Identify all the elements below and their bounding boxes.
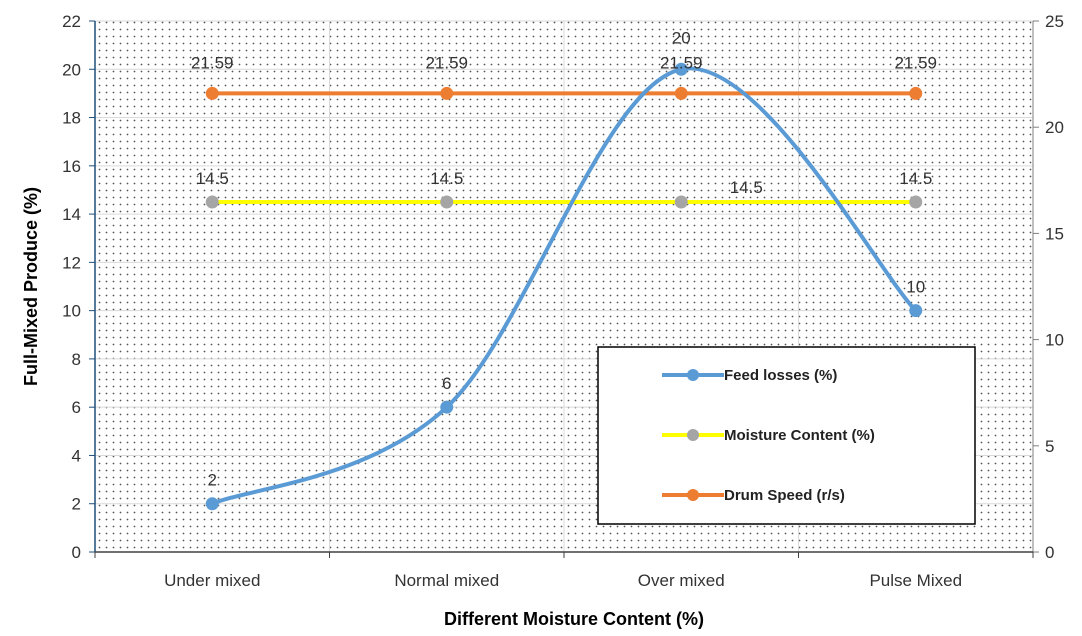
- data-label: 6: [442, 374, 451, 393]
- series-2: [205, 86, 923, 100]
- data-point: [440, 195, 454, 209]
- data-point: [674, 195, 688, 209]
- y-tick-label: 0: [72, 543, 81, 562]
- legend-item: Drum Speed (r/s): [662, 487, 845, 504]
- y-tick-label: 12: [62, 253, 81, 272]
- data-point: [909, 86, 923, 100]
- data-point: [440, 400, 454, 414]
- legend-swatch-marker: [687, 429, 699, 441]
- legend-box: [597, 346, 976, 525]
- series-0: [205, 62, 923, 511]
- data-label: 21.59: [894, 53, 937, 72]
- data-label: 14.5: [899, 169, 932, 188]
- data-point: [909, 304, 923, 318]
- y-tick-label: 20: [62, 60, 81, 79]
- data-label: 21.59: [191, 53, 234, 72]
- y-tick-label: 6: [72, 398, 81, 417]
- y-tick-label: 22: [62, 12, 81, 31]
- series-layer: [205, 62, 923, 511]
- data-label: 10: [906, 278, 925, 297]
- y-tick-label: 16: [62, 157, 81, 176]
- y2-tick-label: 10: [1045, 331, 1064, 350]
- y2-tick-label: 5: [1045, 437, 1054, 456]
- data-point: [440, 86, 454, 100]
- data-label: 14.5: [730, 178, 763, 197]
- legend-label: Feed losses (%): [724, 367, 837, 384]
- series-line: [210, 66, 918, 506]
- legend-label: Drum Speed (r/s): [724, 487, 845, 504]
- y2-tick-label: 0: [1045, 543, 1054, 562]
- legend-item: Moisture Content (%): [662, 427, 875, 444]
- x-tick-label: Normal mixed: [394, 571, 499, 590]
- y-tick-label: 2: [72, 495, 81, 514]
- data-label: 20: [672, 28, 691, 47]
- data-point: [674, 62, 688, 76]
- series-1: [205, 195, 923, 209]
- data-label: 21.59: [425, 53, 468, 72]
- data-label: 2: [208, 471, 217, 490]
- data-label: 21.59: [660, 53, 703, 72]
- y2-tick-label: 15: [1045, 224, 1064, 243]
- data-point: [205, 86, 219, 100]
- y-tick-label: 10: [62, 302, 81, 321]
- y-tick-label: 14: [62, 205, 81, 224]
- legend: Feed losses (%) Moisture Content (%) Drum …: [597, 346, 976, 525]
- data-labels: 2 6 20 10 14.5 14.5 14.5 14.5 21.59 21.59 21.59 21.…: [191, 28, 937, 489]
- x-tick-label: Over mixed: [638, 571, 725, 590]
- y-tick-label: 18: [62, 109, 81, 128]
- gridlines: [95, 20, 1033, 552]
- data-point: [205, 195, 219, 209]
- y-axis-title: Full-Mixed Produce (%): [21, 187, 41, 386]
- x-axis-title: Different Moisture Content (%): [444, 609, 704, 629]
- legend-label: Moisture Content (%): [724, 427, 875, 444]
- y-tick-label: 8: [72, 350, 81, 369]
- data-label: 14.5: [430, 169, 463, 188]
- data-point: [674, 86, 688, 100]
- data-point: [205, 497, 219, 511]
- x-tick-label: Under mixed: [164, 571, 260, 590]
- data-label: 14.5: [196, 169, 229, 188]
- x-tick-label: Pulse Mixed: [869, 571, 962, 590]
- y2-tick-label: 20: [1045, 118, 1064, 137]
- y-tick-label: 4: [72, 446, 81, 465]
- legend-item: Feed losses (%): [662, 367, 837, 384]
- y2-tick-label: 25: [1045, 12, 1064, 31]
- legend-swatch-marker: [687, 369, 699, 381]
- data-point: [909, 195, 923, 209]
- legend-swatch-marker: [687, 489, 699, 501]
